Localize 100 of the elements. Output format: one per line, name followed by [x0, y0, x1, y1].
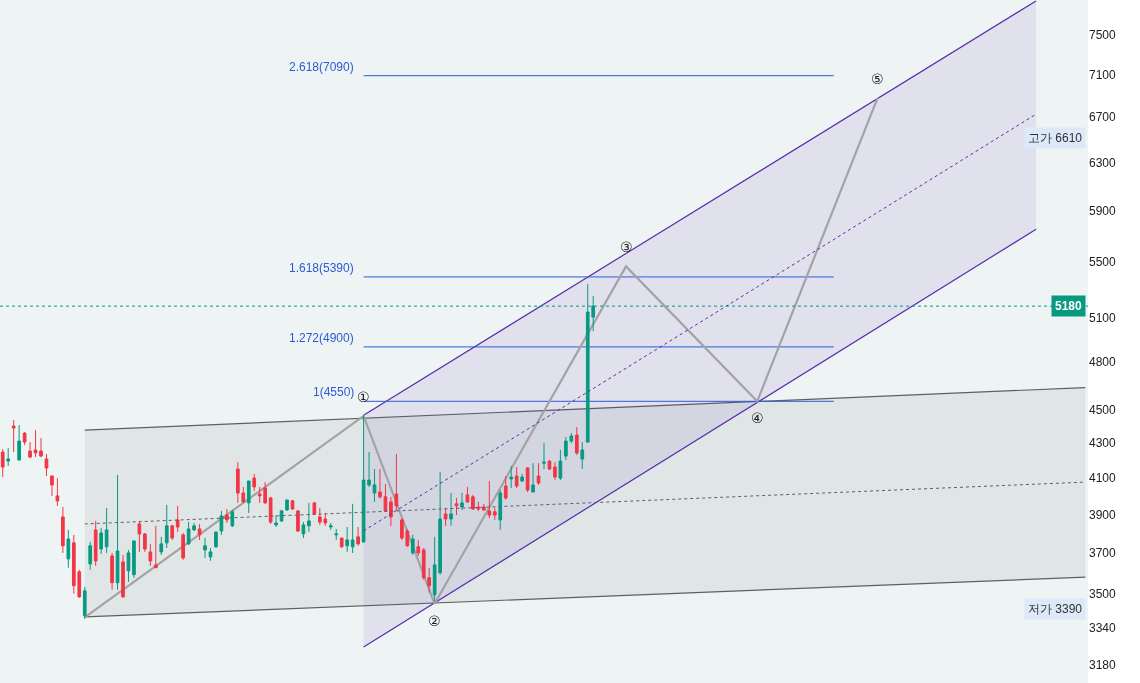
y-tick-label: 4500 [1089, 402, 1117, 417]
candlestick [88, 541, 93, 571]
series-label: 1(4550) [313, 385, 355, 399]
candlestick [372, 468, 377, 503]
candlestick [307, 502, 311, 533]
y-tick-label: 3340 [1089, 621, 1117, 636]
candlestick [225, 508, 229, 524]
candlestick [542, 442, 546, 470]
y-tick-label: 4300 [1089, 435, 1117, 450]
y-tick-label: 3900 [1089, 507, 1117, 522]
candlestick [44, 453, 49, 477]
candlestick [153, 525, 158, 569]
candlestick [312, 501, 317, 516]
candlestick [126, 549, 131, 583]
series-label: 1.272(4900) [289, 331, 354, 345]
candlestick [531, 462, 535, 493]
annotation: ② [428, 613, 441, 629]
candlestick [356, 526, 360, 547]
candlestick [121, 554, 125, 599]
candlestick [110, 552, 114, 591]
candlestick [558, 449, 563, 481]
candlestick [143, 532, 147, 553]
candlestick [104, 507, 109, 554]
candlestick [82, 586, 87, 620]
y-tick-label: 7500 [1089, 27, 1117, 42]
y-tick-label: 6300 [1089, 155, 1117, 170]
candlestick [148, 543, 153, 567]
candlestick [230, 509, 235, 528]
annotation: ① [357, 389, 370, 405]
ref-line-label: 5180 [1055, 299, 1083, 313]
candlestick [0, 448, 5, 478]
candlestick [465, 486, 470, 504]
candlestick [503, 475, 508, 501]
series-label: 2.618(7090) [289, 60, 354, 74]
candlestick [301, 521, 306, 539]
candlestick [181, 532, 185, 561]
candlestick [498, 489, 503, 531]
y-tick-label: 5900 [1089, 203, 1117, 218]
candlestick [252, 473, 257, 492]
candlestick [115, 474, 120, 591]
candlestick [454, 497, 459, 516]
candlestick [520, 473, 524, 483]
annotation: ③ [620, 239, 633, 255]
candlestick [203, 537, 207, 559]
candlestick [416, 539, 421, 557]
series-label: 1.618(5390) [289, 261, 354, 275]
candlestick [345, 526, 350, 553]
candlestick [55, 477, 60, 507]
y-tick-label: 5100 [1089, 310, 1117, 325]
candlestick [28, 441, 32, 459]
candlestick [553, 461, 557, 481]
candlestick [525, 466, 530, 493]
y-tick-label: 6700 [1089, 110, 1117, 125]
candlestick [443, 507, 448, 527]
candlestick [268, 496, 273, 525]
y-tick-label: 3500 [1089, 587, 1117, 602]
candlestick [66, 529, 71, 569]
candlestick [22, 431, 27, 446]
candlestick [274, 514, 278, 528]
candlestick [99, 527, 103, 555]
candlestick [50, 475, 54, 497]
candlestick [574, 426, 579, 456]
candlestick [175, 505, 180, 533]
candlestick [449, 492, 453, 527]
candlestick [17, 424, 21, 461]
candlestick [328, 522, 333, 531]
y-tick-label: 3180 [1089, 657, 1117, 672]
candlestick [197, 523, 202, 541]
candlestick [159, 536, 164, 556]
candlestick [460, 492, 464, 511]
candlestick [514, 466, 519, 489]
y-tick-label: 4800 [1089, 355, 1117, 370]
candlestick [580, 441, 585, 470]
annotation: ⑤ [871, 71, 884, 87]
y-tick-label: 3700 [1089, 546, 1117, 561]
candlestick [334, 528, 339, 541]
annotation: 고가 6610 [1028, 131, 1083, 145]
y-tick-label: 7100 [1089, 67, 1117, 82]
candlestick [350, 503, 355, 554]
candlestick [547, 459, 552, 471]
candlestick [339, 537, 344, 549]
candlestick [11, 419, 16, 453]
candlestick [93, 520, 98, 567]
y-tick-label: 4100 [1089, 470, 1117, 485]
candlestick [492, 507, 497, 521]
candlestick [410, 534, 415, 556]
candlestick [170, 524, 175, 541]
candlestick [61, 506, 65, 554]
candlestick [208, 547, 213, 562]
y-tick-label: 5500 [1089, 255, 1117, 270]
candlestick [536, 462, 541, 486]
candlestick [296, 509, 300, 533]
candlestick [246, 480, 251, 514]
candlestick [509, 465, 514, 489]
candlestick [137, 521, 142, 553]
annotation: 저가 3390 [1028, 602, 1083, 616]
candlestick [164, 504, 169, 549]
annotation: ④ [751, 410, 764, 426]
candlestick [6, 447, 11, 467]
candlestick [132, 540, 136, 579]
